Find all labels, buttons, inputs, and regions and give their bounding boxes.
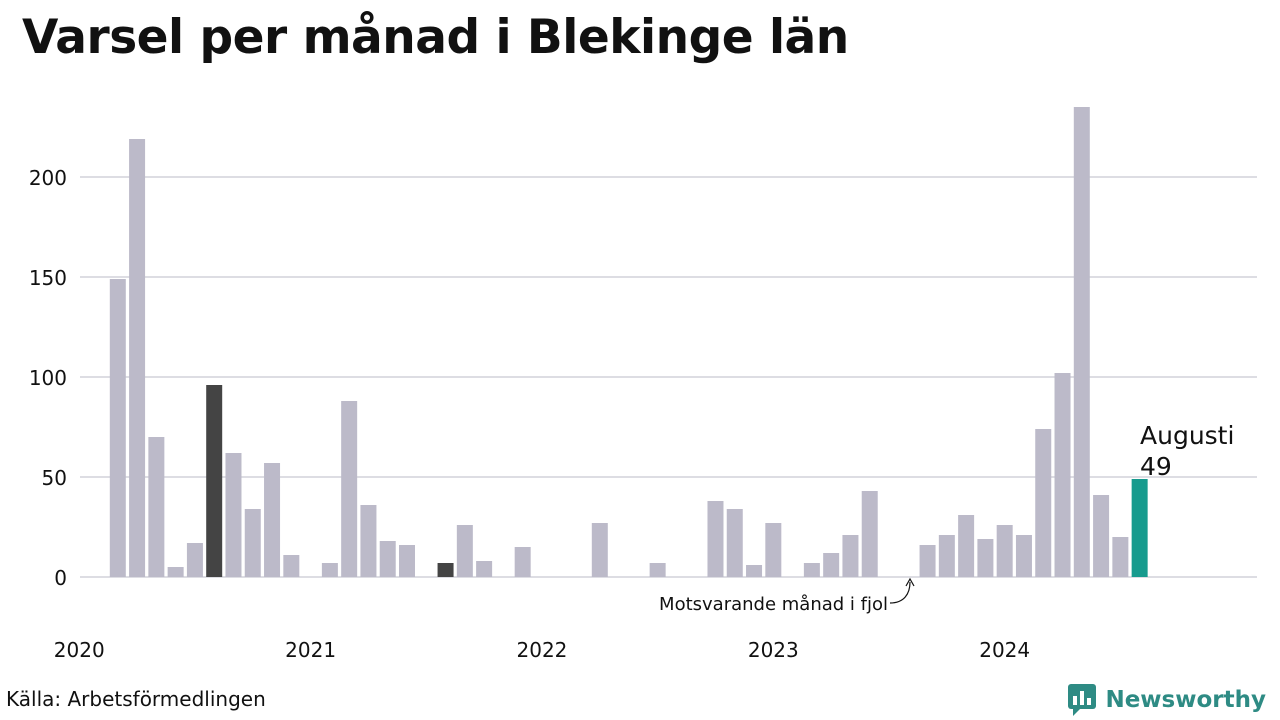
- x-tick-label: 2020: [54, 638, 105, 662]
- bar-2020-12: [283, 555, 300, 577]
- current-month-label: Augusti: [1140, 421, 1234, 450]
- bar-2020-05: [148, 437, 165, 577]
- bar-2020-06: [167, 567, 184, 577]
- bar-2024-06: [1093, 495, 1110, 577]
- bar-2024-08: [1131, 479, 1148, 577]
- bar-2023-06: [861, 491, 878, 577]
- bar-2022-12: [746, 565, 763, 577]
- x-tick-label: 2024: [979, 638, 1030, 662]
- bar-2024-01: [996, 525, 1013, 577]
- bar-chart-speech-bubble-icon: [1068, 684, 1097, 716]
- y-tick-label: 50: [42, 466, 67, 490]
- bar-2024-05: [1073, 107, 1090, 577]
- bar-2021-12: [514, 547, 531, 577]
- chart-title: Varsel per månad i Blekinge län: [22, 10, 849, 65]
- bar-2024-07: [1112, 537, 1129, 577]
- y-tick-label: 150: [29, 266, 67, 290]
- brand-name: Newsworthy: [1105, 687, 1266, 713]
- bar-2021-02: [321, 563, 338, 577]
- bar-2024-04: [1054, 373, 1071, 577]
- previous-year-annotation: Motsvarande månad i fjol: [659, 594, 888, 615]
- bar-2022-04: [591, 523, 608, 577]
- bar-2023-01: [765, 523, 782, 577]
- x-tick-label: 2022: [517, 638, 568, 662]
- bar-2024-03: [1035, 429, 1052, 577]
- bar-2021-09: [456, 525, 473, 577]
- bars: [109, 107, 1148, 577]
- bar-2020-10: [244, 509, 261, 577]
- bar-2020-08: [206, 385, 223, 577]
- bar-2022-07: [649, 563, 666, 577]
- y-axis-ticks: 0 50 100 150 200: [29, 166, 67, 590]
- bar-2022-10: [707, 501, 724, 577]
- bar-2023-05: [842, 535, 859, 577]
- bar-2023-03: [803, 563, 820, 577]
- bar-2021-04: [360, 505, 377, 577]
- bar-2023-12: [977, 539, 994, 577]
- bar-2021-06: [399, 545, 415, 577]
- bar-2020-09: [225, 453, 242, 577]
- bar-2021-03: [341, 401, 358, 577]
- annotation-arrow-icon: [889, 581, 911, 604]
- bar-2020-07: [186, 543, 203, 577]
- bar-2020-03: [109, 279, 126, 577]
- bar-2021-08: [437, 563, 454, 577]
- bar-2023-09: [919, 545, 936, 577]
- bar-2021-10: [476, 561, 493, 577]
- bar-2020-11: [264, 463, 281, 577]
- bar-chart: 0 50 100 150 200 2020 2021 2022 2023 2024 Motsva…: [29, 107, 1257, 662]
- bar-2023-10: [938, 535, 955, 577]
- x-tick-label: 2023: [748, 638, 799, 662]
- bar-2023-04: [823, 553, 840, 577]
- y-tick-label: 200: [29, 166, 67, 190]
- brand-logo: Newsworthy: [1067, 683, 1266, 717]
- annotations: Motsvarande månad i fjol Augusti 49: [659, 421, 1234, 615]
- y-tick-label: 0: [54, 566, 67, 590]
- bar-2023-11: [958, 515, 975, 577]
- annotation-arrowhead-icon: [905, 577, 915, 587]
- bar-2021-05: [379, 541, 396, 577]
- bar-2020-04: [129, 139, 146, 577]
- current-month-value: 49: [1140, 452, 1172, 481]
- bar-2024-02: [1015, 535, 1032, 577]
- x-axis-ticks: 2020 2021 2022 2023 2024: [54, 638, 1030, 662]
- bar-2022-11: [726, 509, 743, 577]
- x-tick-label: 2021: [285, 638, 336, 662]
- y-tick-label: 100: [29, 366, 67, 390]
- source-note: Källa: Arbetsförmedlingen: [6, 687, 266, 711]
